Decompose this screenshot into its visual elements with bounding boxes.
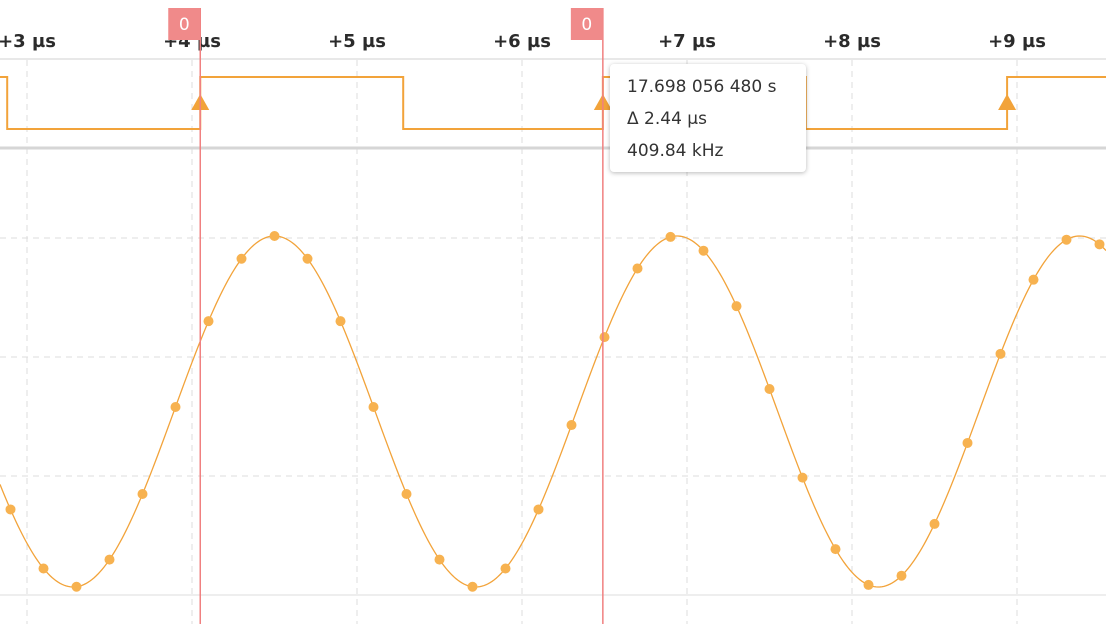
analog-sample-point — [533, 504, 544, 515]
rising-edge-markers — [191, 94, 1017, 110]
analog-sample-point — [764, 383, 775, 394]
time-tick-label: +9 µs — [988, 31, 1046, 52]
analog-sample-point — [1028, 274, 1039, 285]
time-axis: +3 µs +4 µs +5 µs +6 µs +7 µs +8 µs +9 µs — [0, 31, 1046, 52]
analog-sample-point — [302, 253, 313, 264]
analog-sample-point — [368, 401, 379, 412]
analog-sample-point — [1061, 234, 1072, 245]
analog-sample-point — [38, 563, 49, 574]
analog-sample-point — [5, 504, 16, 515]
analog-sample-point — [335, 316, 346, 327]
analog-sample-point — [995, 348, 1006, 359]
analog-sample-point — [929, 518, 940, 529]
analog-sample-point — [401, 488, 412, 499]
time-tick-label: +6 µs — [493, 31, 551, 52]
analog-sample-point — [434, 554, 445, 565]
analog-sample-point — [203, 316, 214, 327]
analog-sample-point — [170, 401, 181, 412]
cursor-flag-label: 0 — [581, 15, 592, 35]
time-tick-label: +7 µs — [658, 31, 716, 52]
analog-sample-point — [104, 554, 115, 565]
analog-sample-point — [698, 245, 709, 256]
grid-lines — [0, 60, 1106, 624]
analog-sample-point — [566, 420, 577, 431]
analog-sample-point — [665, 231, 676, 242]
analog-sample-point — [599, 332, 610, 343]
cursor-flag[interactable] — [570, 8, 603, 40]
analog-sample-point — [830, 544, 841, 555]
analog-sample-point — [731, 301, 742, 312]
analog-sample-point — [467, 581, 478, 592]
analog-sample-point — [863, 579, 874, 590]
digital-signal-trace[interactable] — [0, 76, 1106, 130]
analog-sample-point — [797, 472, 808, 483]
analog-signal-trace[interactable] — [0, 235, 1106, 588]
measurement-tooltip: 17.698 056 480 s Δ 2.44 µs 409.84 kHz — [610, 64, 806, 172]
analog-sample-point — [896, 570, 907, 581]
tooltip-frequency: 409.84 kHz — [627, 141, 724, 161]
analog-samples — [5, 231, 1105, 592]
analog-sample-point — [137, 488, 148, 499]
analog-sample-point — [962, 437, 973, 448]
analog-sample-point — [1094, 239, 1105, 250]
tooltip-delta: Δ 2.44 µs — [627, 109, 707, 129]
analog-sample-point — [632, 263, 643, 274]
rising-edge-marker — [998, 94, 1017, 110]
tooltip-timestamp: 17.698 056 480 s — [627, 77, 777, 97]
time-tick-label: +5 µs — [328, 31, 386, 52]
analog-sample-point — [269, 231, 280, 241]
analog-sample-point — [71, 581, 82, 592]
time-tick-label: +3 µs — [0, 31, 56, 52]
cursor-flag-label: 0 — [179, 15, 190, 35]
time-tick-label: +8 µs — [823, 31, 881, 52]
analog-sample-point — [500, 563, 511, 574]
cursor-flag[interactable] — [168, 8, 201, 40]
analog-sample-point — [236, 253, 247, 264]
